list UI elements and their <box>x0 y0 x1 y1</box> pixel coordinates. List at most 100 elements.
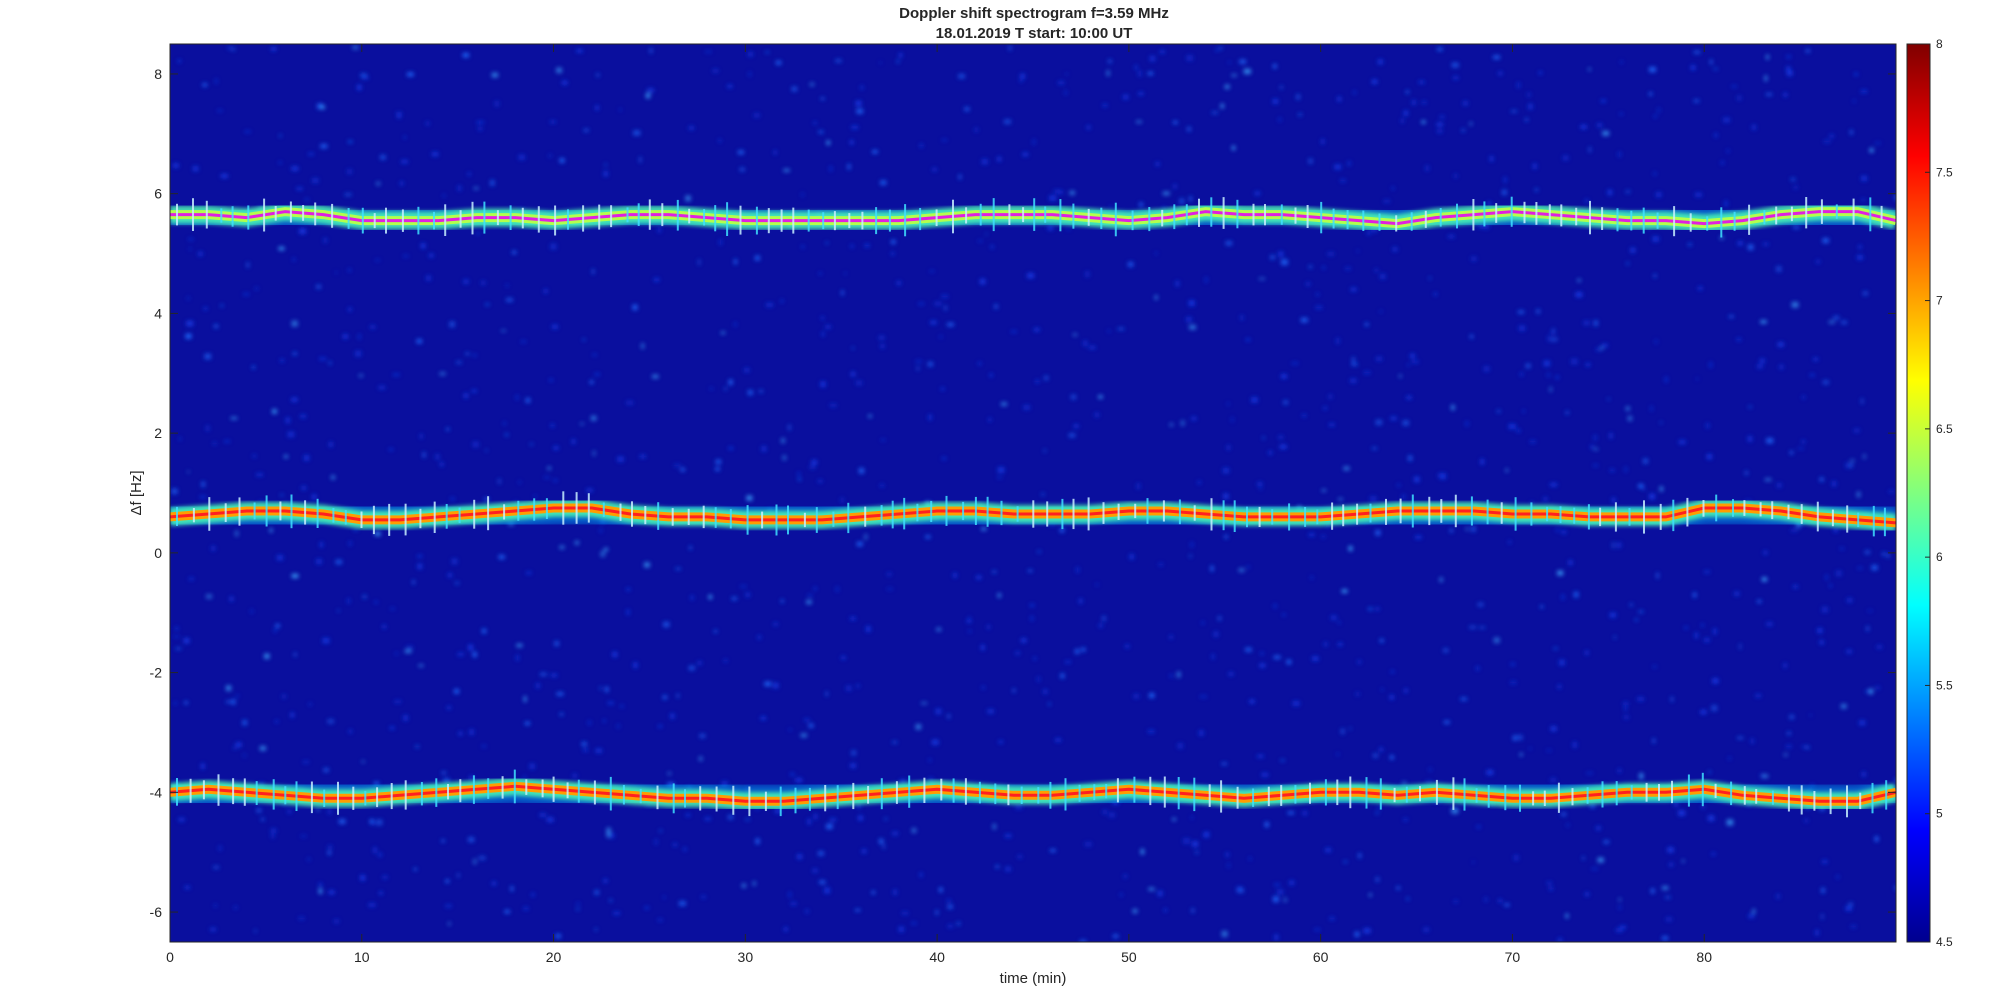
noise-speckle <box>1321 489 1326 492</box>
noise-speckle <box>1619 112 1623 115</box>
trace-striation <box>385 207 387 234</box>
trace-striation <box>903 497 906 530</box>
noise-speckle <box>174 701 177 705</box>
noise-speckle <box>1846 649 1852 654</box>
noise-speckle <box>1074 649 1080 654</box>
noise-speckle <box>1713 67 1718 70</box>
noise-speckle <box>1364 322 1369 327</box>
trace-striation <box>1548 204 1551 225</box>
trace-striation <box>702 505 705 529</box>
noise-speckle <box>504 909 510 914</box>
noise-speckle <box>481 745 487 748</box>
noise-speckle <box>1790 528 1798 532</box>
noise-speckle <box>547 467 551 470</box>
trace-striation <box>208 497 211 531</box>
noise-speckle <box>278 246 285 251</box>
noise-speckle <box>976 575 982 580</box>
noise-speckle <box>997 467 1005 473</box>
trace-striation <box>847 502 850 534</box>
trace-striation <box>487 778 490 799</box>
trace-striation <box>1379 778 1382 810</box>
trace-striation <box>1049 781 1052 809</box>
noise-speckle <box>235 530 239 537</box>
trace-striation <box>833 211 836 231</box>
noise-speckle <box>316 284 321 289</box>
noise-speckle <box>188 247 192 251</box>
noise-speckle <box>1191 816 1193 820</box>
noise-speckle <box>995 865 999 869</box>
noise-speckle <box>1073 424 1079 428</box>
trace-striation <box>622 785 625 805</box>
noise-speckle <box>846 685 852 691</box>
trace-striation <box>372 505 375 535</box>
noise-speckle <box>264 653 270 659</box>
noise-speckle <box>1864 550 1870 555</box>
noise-speckle <box>609 899 613 902</box>
noise-speckle <box>1375 607 1380 611</box>
noise-speckle <box>676 693 679 698</box>
noise-speckle <box>1817 628 1823 634</box>
noise-speckle <box>348 307 352 312</box>
noise-speckle <box>997 156 1001 162</box>
noise-speckle <box>1443 720 1450 724</box>
trace-striation <box>714 507 717 528</box>
trace-striation <box>1007 784 1010 806</box>
noise-speckle <box>203 307 208 311</box>
noise-speckle <box>1017 854 1022 859</box>
noise-speckle <box>211 545 216 551</box>
noise-speckle <box>1764 478 1772 481</box>
noise-speckle <box>468 837 475 843</box>
trace-striation <box>714 205 717 232</box>
noise-speckle <box>727 84 733 88</box>
noise-speckle <box>1588 146 1591 153</box>
noise-speckle <box>1874 142 1881 145</box>
noise-speckle <box>1155 252 1158 255</box>
noise-speckle <box>1862 291 1868 296</box>
noise-speckle <box>335 271 338 274</box>
trace-striation <box>602 502 605 517</box>
noise-speckle <box>1020 73 1025 79</box>
noise-speckle <box>639 454 646 458</box>
noise-speckle <box>327 850 331 855</box>
noise-speckle <box>844 272 847 275</box>
noise-speckle <box>1695 192 1702 197</box>
trace-striation <box>1072 498 1075 530</box>
trace-striation <box>1805 197 1808 229</box>
noise-speckle <box>1428 277 1431 280</box>
noise-speckle <box>1819 640 1824 645</box>
noise-speckle <box>812 868 818 873</box>
trace-striation <box>1714 783 1717 798</box>
trace-striation <box>404 780 407 810</box>
trace-striation <box>598 204 601 230</box>
noise-speckle <box>981 644 985 651</box>
trace-striation <box>1336 779 1339 806</box>
noise-speckle <box>1825 574 1828 580</box>
noise-speckle <box>357 84 362 91</box>
noise-speckle <box>540 672 547 676</box>
trace-striation <box>360 511 363 528</box>
noise-speckle <box>236 694 239 698</box>
trace-striation <box>619 503 622 521</box>
trace-striation <box>1378 213 1381 231</box>
trace-striation <box>1395 215 1398 232</box>
noise-speckle <box>1643 458 1648 464</box>
trace-striation <box>1210 197 1213 227</box>
noise-speckle <box>1510 110 1518 113</box>
noise-speckle <box>1406 396 1412 400</box>
noise-speckle <box>782 455 787 461</box>
noise-speckle <box>576 902 580 905</box>
noise-speckle <box>281 694 286 699</box>
noise-speckle <box>1437 47 1443 51</box>
noise-speckle <box>358 374 364 378</box>
noise-speckle <box>1709 361 1712 368</box>
noise-speckle <box>1783 663 1787 668</box>
noise-speckle <box>1655 339 1658 345</box>
noise-speckle <box>1596 826 1601 831</box>
noise-speckle <box>825 691 828 697</box>
trace-striation <box>1530 502 1533 526</box>
noise-speckle <box>1583 320 1590 326</box>
noise-speckle <box>1861 175 1867 181</box>
noise-speckle <box>1189 554 1192 558</box>
noise-speckle <box>947 714 950 719</box>
noise-speckle <box>644 906 650 909</box>
